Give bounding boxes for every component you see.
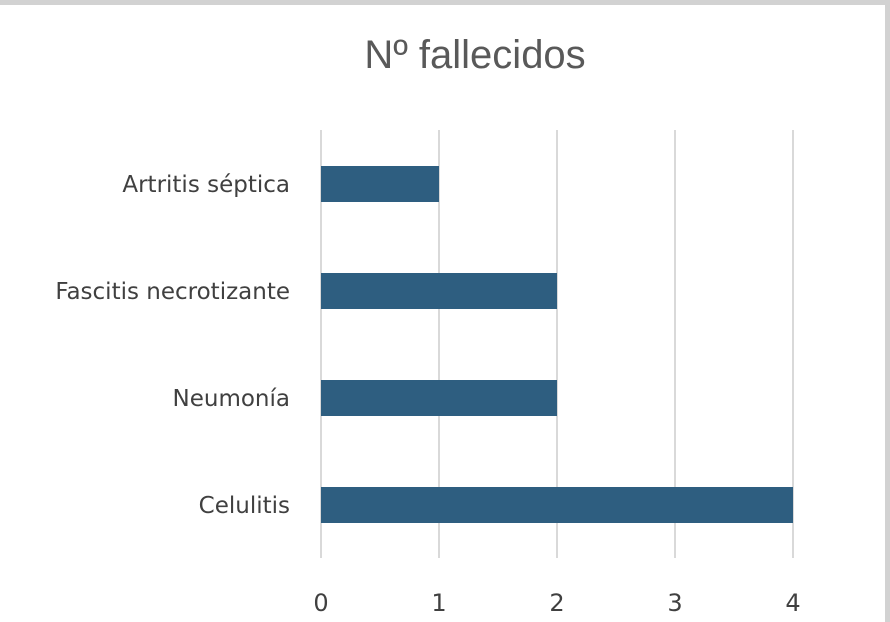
x-tick-label: 4 [785, 589, 800, 617]
category-label: Artritis séptica [122, 172, 290, 198]
category-labels: Artritis séptica Fascitis necrotizante Neu… [55, 172, 290, 519]
bar-neumonía [321, 380, 557, 416]
x-tick-label: 1 [431, 589, 446, 617]
x-tick-label: 0 [313, 589, 328, 617]
bar-artritis-séptica [321, 166, 439, 202]
x-tick-label: 2 [549, 589, 564, 617]
category-label: Celulitis [199, 493, 290, 519]
chart-title: Nº fallecidos [364, 33, 585, 77]
bars [321, 166, 793, 523]
category-label: Neumonía [173, 386, 290, 412]
bar-fascitis-necrotizante [321, 273, 557, 309]
x-tick-label: 3 [667, 589, 682, 617]
bar-celulitis [321, 487, 793, 523]
tick-labels: 0 1 2 3 4 [313, 589, 800, 617]
category-label: Fascitis necrotizante [55, 279, 290, 305]
